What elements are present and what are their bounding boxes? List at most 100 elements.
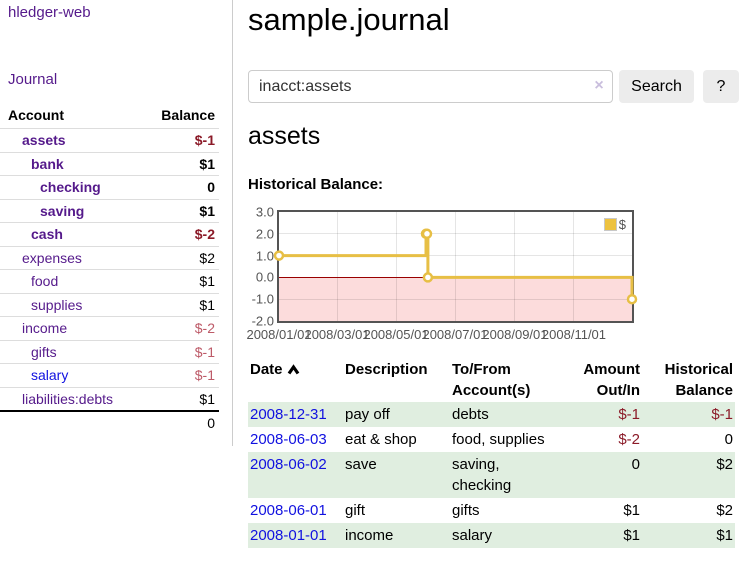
transaction-balance: $1 <box>716 527 733 544</box>
register-row: 2008-06-01 gift gifts $1 $2 <box>248 498 735 523</box>
clear-search-icon[interactable]: × <box>594 77 604 94</box>
x-axis-tick-label: 2008/07/01 <box>422 327 488 342</box>
brand-link[interactable]: hledger-web <box>8 4 91 21</box>
transaction-date-link[interactable]: 2008-06-02 <box>250 456 327 473</box>
sidebar-account-link[interactable]: supplies <box>31 296 83 313</box>
y-axis-tick-label: -2.0 <box>251 313 274 329</box>
register-row: 2008-01-01 income salary $1 $1 <box>248 523 735 548</box>
search-input[interactable] <box>248 70 613 103</box>
x-axis-tick-label: 2008/03/01 <box>304 327 370 342</box>
transaction-accounts: gifts <box>452 502 480 519</box>
account-tree-header: Account Balance <box>0 103 219 128</box>
col-balance: Historical Balance <box>642 358 735 402</box>
col-description-label: Description <box>345 361 428 378</box>
chart-legend: $ <box>603 217 626 232</box>
transaction-amount: $1 <box>623 527 640 544</box>
col-amount-label2: Out/In <box>596 382 640 399</box>
transaction-date-link[interactable]: 2008-01-01 <box>250 527 327 544</box>
search-bar: × Search ? <box>248 70 742 103</box>
chart-plot-area: $ <box>273 210 638 323</box>
sidebar-account-link[interactable]: income <box>22 320 68 336</box>
sidebar-account-balance: 0 <box>207 179 215 195</box>
sidebar-account-link[interactable]: checking <box>40 179 101 195</box>
sidebar-account-link[interactable]: cash <box>31 226 63 242</box>
sidebar-account-link[interactable]: expenses <box>22 249 82 266</box>
transaction-date-link[interactable]: 2008-06-01 <box>250 502 327 519</box>
help-button[interactable]: ? <box>703 70 739 103</box>
transaction-accounts: food, supplies <box>452 431 545 448</box>
legend-label: $ <box>618 217 626 232</box>
transaction-accounts: saving, checking <box>452 456 512 494</box>
transaction-description: save <box>345 456 377 473</box>
account-rows: assets $-1 bank $1 checking 0 saving $1 cash $-2 e… <box>0 128 219 410</box>
register-row: 2008-06-02 save saving, checking 0 $2 <box>248 452 735 498</box>
historical-balance-chart: $ 3.0 2.0 1.0 0.0 -1.0 -2.0 2008/01/01 2008/03/… <box>246 204 742 345</box>
sidebar-account-link[interactable]: saving <box>40 202 85 219</box>
transaction-balance: 0 <box>724 431 733 448</box>
sidebar-account-row: liabilities:debts $1 <box>0 386 219 411</box>
y-axis-tick-label: 2.0 <box>255 226 274 242</box>
y-axis-tick-label: -1.0 <box>251 291 274 307</box>
transaction-accounts: salary <box>452 527 493 544</box>
y-axis-tick-label: 3.0 <box>255 204 274 220</box>
sidebar-account-row: checking 0 <box>0 175 219 199</box>
sidebar-account-row: gifts $-1 <box>0 339 219 364</box>
sidebar-account-row: salary $-1 <box>0 363 219 387</box>
sidebar-account-link[interactable]: liabilities:debts <box>22 390 114 407</box>
col-date-label: Date <box>250 361 283 378</box>
legend-swatch <box>603 218 617 231</box>
x-axis-tick-label: 2008/09/01 <box>482 327 548 342</box>
sidebar-account-balance: $-1 <box>194 367 215 383</box>
col-balance-label1: Historical <box>664 361 733 378</box>
x-axis-tick-label: 2008/11/01 <box>541 327 607 342</box>
transaction-amount: $-2 <box>618 431 640 448</box>
sidebar-account-balance: $-2 <box>194 226 215 242</box>
page-title: sample.journal <box>248 2 450 37</box>
transaction-date-link[interactable]: 2008-06-03 <box>250 431 327 448</box>
total-balance: 0 <box>207 415 215 431</box>
col-accounts: To/From Account(s) <box>450 358 552 402</box>
col-amount: Amount Out/In <box>552 358 642 402</box>
register-header-row: Date Description To/From Account(s) Amoun… <box>248 358 735 402</box>
transaction-accounts: debts <box>452 406 489 423</box>
sidebar-account-balance: $-1 <box>194 343 215 360</box>
transaction-balance: $2 <box>716 456 733 473</box>
x-axis-tick-label: 2008/01/01 <box>246 327 312 342</box>
sidebar-account-balance: $1 <box>199 273 215 289</box>
sidebar-account-link[interactable]: salary <box>31 367 69 383</box>
transaction-description: pay off <box>345 406 390 423</box>
sidebar-account-row: supplies $1 <box>0 292 219 317</box>
search-button[interactable]: Search <box>619 70 694 103</box>
transaction-description: gift <box>345 502 366 519</box>
sidebar-account-row: assets $-1 <box>0 128 219 152</box>
transaction-date-link[interactable]: 2008-12-31 <box>250 406 327 423</box>
transaction-amount: $-1 <box>618 406 640 423</box>
sidebar-account-link[interactable]: food <box>31 273 59 289</box>
col-date[interactable]: Date <box>248 358 343 402</box>
register-table: Date Description To/From Account(s) Amoun… <box>248 358 735 548</box>
transaction-amount: 0 <box>631 456 640 473</box>
sidebar-account-balance: $-2 <box>194 320 215 336</box>
sidebar-account-row: food $1 <box>0 269 219 293</box>
chart-title: Historical Balance: <box>248 176 384 193</box>
transaction-balance: $2 <box>716 502 733 519</box>
account-tree: Account Balance assets $-1 bank $1 checking 0… <box>0 103 219 434</box>
y-axis-tick-label: 0.0 <box>255 269 274 285</box>
sidebar: hledger-web Journal Account Balance asse… <box>0 0 233 446</box>
sidebar-account-balance: $2 <box>199 249 215 266</box>
col-description: Description <box>343 358 450 402</box>
account-heading: assets <box>248 122 321 150</box>
sidebar-account-link[interactable]: bank <box>31 155 64 172</box>
sidebar-account-balance: $1 <box>199 296 215 313</box>
transaction-description: income <box>345 527 394 544</box>
sidebar-account-row: cash $-2 <box>0 222 219 246</box>
sidebar-item-journal[interactable]: Journal <box>8 71 58 88</box>
sidebar-account-link[interactable]: assets <box>22 132 66 148</box>
sidebar-account-row: saving $1 <box>0 198 219 223</box>
sidebar-account-link[interactable]: gifts <box>31 343 57 360</box>
account-column-label: Account <box>8 107 64 123</box>
register-row: 2008-06-03 eat & shop food, supplies $-2 0 <box>248 427 735 452</box>
y-axis-tick-label: 1.0 <box>255 248 274 264</box>
account-total-row: 0 <box>0 410 219 434</box>
